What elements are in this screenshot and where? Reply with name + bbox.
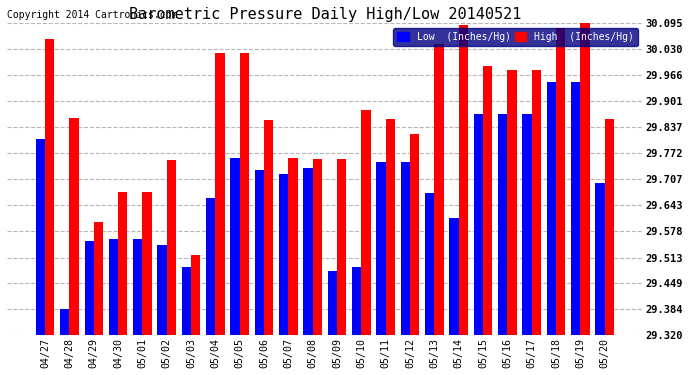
Bar [133,239,142,335]
Bar [304,168,313,335]
Bar [449,219,459,335]
Title: Barometric Pressure Daily High/Low 20140521: Barometric Pressure Daily High/Low 20140… [128,7,521,22]
Bar [288,158,297,335]
Bar [264,120,273,335]
Bar [571,82,580,335]
Bar [498,114,507,335]
Bar [142,192,152,335]
Bar [595,183,604,335]
Bar [255,170,264,335]
Bar [239,53,249,335]
Bar [522,114,532,335]
Bar [401,162,410,335]
Bar [410,134,420,335]
Bar [546,82,556,335]
Bar [434,45,444,335]
Bar [167,160,176,335]
Bar [230,158,239,335]
Bar [362,110,371,335]
Bar [556,28,565,335]
Bar [279,174,288,335]
Bar [84,241,94,335]
Bar [181,267,191,335]
Bar [483,66,492,335]
Bar [118,192,128,335]
Bar [215,53,225,335]
Bar [313,159,322,335]
Text: Copyright 2014 Cartronics.com: Copyright 2014 Cartronics.com [7,10,177,20]
Bar [45,39,55,335]
Bar [604,118,614,335]
Bar [425,194,434,335]
Bar [352,267,362,335]
Bar [328,271,337,335]
Bar [532,70,541,335]
Bar [191,255,200,335]
Bar [474,114,483,335]
Bar [377,162,386,335]
Bar [580,23,589,335]
Bar [157,244,167,335]
Bar [109,239,118,335]
Bar [386,118,395,335]
Bar [206,198,215,335]
Bar [337,159,346,335]
Bar [94,222,103,335]
Bar [459,25,468,335]
Legend: Low  (Inches/Hg), High  (Inches/Hg): Low (Inches/Hg), High (Inches/Hg) [393,28,638,46]
Bar [36,139,45,335]
Bar [60,309,70,335]
Bar [70,118,79,335]
Bar [507,70,517,335]
